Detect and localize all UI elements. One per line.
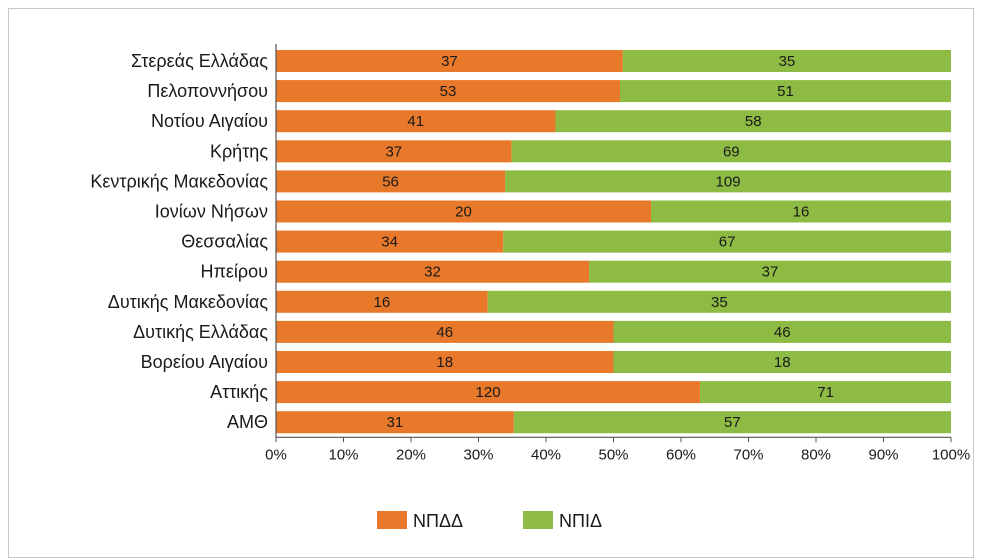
bar-npid <box>589 260 951 283</box>
x-tick-label: 10% <box>328 446 358 463</box>
value-label-npdd: 53 <box>440 83 457 100</box>
value-label-npdd: 37 <box>385 143 402 160</box>
stacked-bar-chart: 0% 10% 20% 30% 40% 50% 60% 70% 80% 90% 100% Στερεά… <box>90 44 970 531</box>
bar-npdd <box>276 80 620 103</box>
category-label: Στερεάς Ελλάδας <box>131 51 268 71</box>
bar-npdd <box>276 110 556 133</box>
value-label-npid: 35 <box>779 53 796 70</box>
bar-npid <box>503 230 951 253</box>
value-label-npdd: 16 <box>374 294 391 311</box>
bar-npdd <box>276 320 614 343</box>
legend-swatch <box>523 511 553 529</box>
bar-npid <box>619 80 951 103</box>
bar-npdd <box>276 170 506 193</box>
legend-label: ΝΠΔΔ <box>413 511 463 531</box>
bar-npdd <box>276 351 614 373</box>
category-label: Ηπείρου <box>200 262 268 282</box>
category-label: Δυτικής Ελλάδας <box>133 322 268 342</box>
value-label-npdd: 56 <box>382 173 399 190</box>
bar-npid <box>622 50 951 72</box>
value-label-npid: 67 <box>719 234 736 251</box>
category-label: Δυτικής Μακεδονίας <box>108 292 269 312</box>
value-label-npid: 51 <box>777 83 794 100</box>
x-tick-label: 0% <box>265 446 287 463</box>
bar-npid <box>555 110 951 133</box>
x-tick-label: 100% <box>932 446 970 463</box>
bar-npdd <box>276 381 701 404</box>
legend-swatch <box>377 511 407 529</box>
value-label-npid: 16 <box>793 204 810 221</box>
bar-npid <box>651 200 951 223</box>
x-tick-label: 80% <box>801 446 831 463</box>
value-label-npid: 35 <box>711 294 728 311</box>
bar-npid <box>613 320 951 343</box>
bar-npid <box>613 351 951 373</box>
value-label-npid: 109 <box>716 173 741 190</box>
x-tick-label: 20% <box>396 446 426 463</box>
bar-npdd <box>276 140 512 163</box>
value-label-npdd: 18 <box>436 354 453 371</box>
category-label: Πελοποννήσου <box>147 81 268 101</box>
bar-npid <box>511 140 951 163</box>
value-label-npid: 46 <box>774 324 791 341</box>
bar-npdd <box>276 200 651 223</box>
x-tick-label: 60% <box>666 446 696 463</box>
category-label: Νοτίου Αιγαίου <box>151 111 268 131</box>
bar-npid <box>487 290 951 313</box>
value-label-npdd: 32 <box>424 264 441 281</box>
value-label-npid: 58 <box>745 113 762 130</box>
category-label: Κεντρικής Μακεδονίας <box>90 171 268 191</box>
x-tick-label: 70% <box>733 446 763 463</box>
category-label: Βορείου Αιγαίου <box>141 352 268 372</box>
bar-npdd <box>276 50 623 72</box>
chart-frame: 0% 10% 20% 30% 40% 50% 60% 70% 80% 90% 100% Στερεά… <box>8 8 974 558</box>
value-label-npdd: 31 <box>387 414 404 431</box>
category-label: Αττικής <box>210 382 268 402</box>
value-label-npid: 18 <box>774 354 791 371</box>
category-label: Θεσσαλίας <box>181 232 268 252</box>
x-tick-label: 50% <box>598 446 628 463</box>
value-label-npdd: 46 <box>436 324 453 341</box>
value-label-npdd: 20 <box>455 204 472 221</box>
legend-label: ΝΠΙΔ <box>559 511 602 531</box>
value-label-npid: 71 <box>817 384 834 401</box>
bar-npid <box>700 381 951 404</box>
bar-npdd <box>276 290 488 313</box>
x-tick-label: 90% <box>868 446 898 463</box>
value-label-npid: 37 <box>762 264 779 281</box>
value-label-npid: 69 <box>723 143 740 160</box>
x-tick-label: 30% <box>463 446 493 463</box>
x-tick-label: 40% <box>531 446 561 463</box>
value-label-npid: 57 <box>724 414 741 431</box>
value-label-npdd: 34 <box>381 234 398 251</box>
category-label: ΑΜΘ <box>227 412 268 432</box>
value-label-npdd: 41 <box>407 113 424 130</box>
bar-npdd <box>276 411 514 434</box>
value-label-npdd: 120 <box>476 384 501 401</box>
value-label-npdd: 37 <box>441 53 458 70</box>
bar-npdd <box>276 230 504 253</box>
bar-npid <box>513 411 951 434</box>
bar-npid <box>505 170 951 193</box>
bar-npdd <box>276 260 590 283</box>
category-label: Κρήτης <box>210 141 268 161</box>
category-label: Ιονίων Νήσων <box>155 202 268 222</box>
